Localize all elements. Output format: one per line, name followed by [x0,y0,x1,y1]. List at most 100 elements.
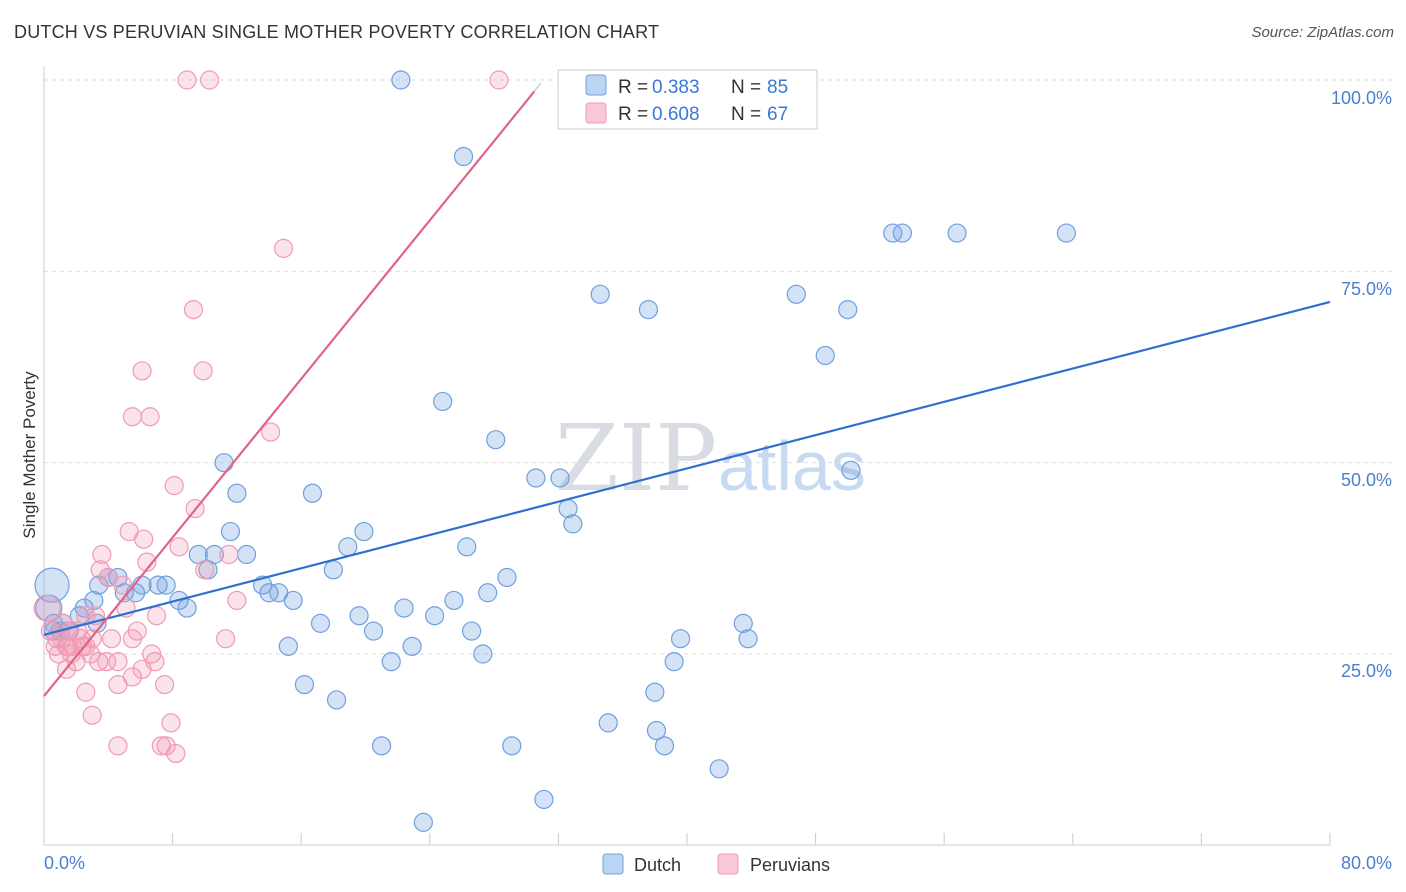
dutch-point [391,70,411,90]
dutch-point [132,575,152,595]
trend-lines [43,82,1331,697]
dutch-point [214,453,234,473]
dutch-point [444,590,464,611]
peruvian-point [134,529,154,549]
dutch-point [738,629,758,649]
dutch-point [457,537,477,557]
dutch-point [323,560,343,580]
dutch-point [402,636,422,656]
dutch-point [338,537,358,557]
dutch-point [425,606,445,626]
dutch-point [354,521,374,542]
peruvian-point [216,629,236,649]
peruvian-point [261,422,281,442]
peruvian-point [58,636,78,656]
peruvian-point [154,675,175,695]
dutch-series [34,70,1076,832]
dutch-point [326,690,347,710]
watermark: ZIP atlas [555,405,866,512]
dutch-point [294,675,315,695]
dutch-point [598,713,618,733]
dutch-point [563,514,583,534]
dutch-point [283,590,303,611]
dutch-point [534,789,554,810]
peruvian-point [33,594,61,622]
dutch-point [478,583,498,603]
peruvian-point [132,361,152,381]
stats-legend: R = 0.383 N = 85 R = 0.608 N = 67 [557,69,818,130]
x-tick-label: 0.0% [44,853,85,873]
dutch-point [526,468,546,488]
dutch-point [645,682,665,702]
y-tick-label: 75.0% [1341,279,1392,299]
legend-r-label: R = [618,104,648,125]
dutch-point [34,567,70,603]
dutch-point [590,284,610,304]
watermark-zip: ZIP [555,405,717,512]
y-tick-label: 25.0% [1341,661,1392,681]
peruvian-trend-extension [533,82,542,92]
dutch-point [381,652,401,672]
dutch-point [646,720,667,741]
peruvian-point [108,652,128,672]
dutch-point [486,430,506,450]
peruvian-point [156,736,176,756]
peruvian-point [76,682,96,702]
peruvian-point [146,606,167,626]
peruvian-point [169,537,189,557]
dutch-point [670,629,691,649]
legend-n-value: 85 [767,77,788,98]
legend-item-peruvians: Peruvians [750,855,830,875]
dutch-point [156,575,176,595]
dutch-point [413,812,433,832]
legend-r-value: 0.383 [652,77,700,98]
peruvian-point [199,70,220,90]
dutch-point [1056,223,1076,243]
dutch-swatch [602,853,624,875]
peruvian-point [82,705,102,725]
dutch-point [371,736,392,756]
bottom-legend: Dutch Peruvians [602,853,830,875]
dutch-point [709,759,729,779]
dutch-trend-line [43,300,1331,636]
peruvian-series [33,70,509,764]
peruvian-trend-line [43,90,536,697]
dutch-point [892,223,913,243]
peruvian-point [177,70,197,90]
dutch-point [497,567,517,588]
dutch-point [259,583,279,603]
peruvian-point [193,361,213,381]
y-axis-label: Single Mother Poverty [20,371,39,539]
dutch-point [227,483,247,503]
peruvian-point [122,667,143,687]
legend-r-label: R = [618,77,648,98]
legend-n-label: N = [731,77,761,98]
peruvian-point [140,407,160,427]
y-tick-label: 50.0% [1341,470,1392,490]
dutch-point [947,223,967,243]
gridlines [44,79,1392,655]
peruvian-point [113,575,133,595]
dutch-point [204,544,224,565]
dutch-point [253,575,273,595]
y-tick-label: 100.0% [1331,88,1392,108]
dutch-point [654,736,675,756]
peruvian-point [227,590,247,611]
axes [43,66,1331,846]
peruvian-point [92,544,112,565]
peruvian-point [166,743,186,764]
peruvian-point [164,476,184,496]
source-label: Source: ZipAtlas.com [1251,24,1394,41]
dutch-point [310,613,331,633]
dutch-point [74,598,94,618]
legend-n-value: 67 [767,104,788,125]
dutch-point [453,146,474,167]
dutch-point [394,598,414,618]
peruvian-point [97,652,117,672]
dutch-point [838,300,858,320]
peruvian-point [137,552,157,572]
legend-r-value: 0.608 [652,104,700,125]
dutch-point [278,636,298,656]
dutch-point [815,345,835,366]
